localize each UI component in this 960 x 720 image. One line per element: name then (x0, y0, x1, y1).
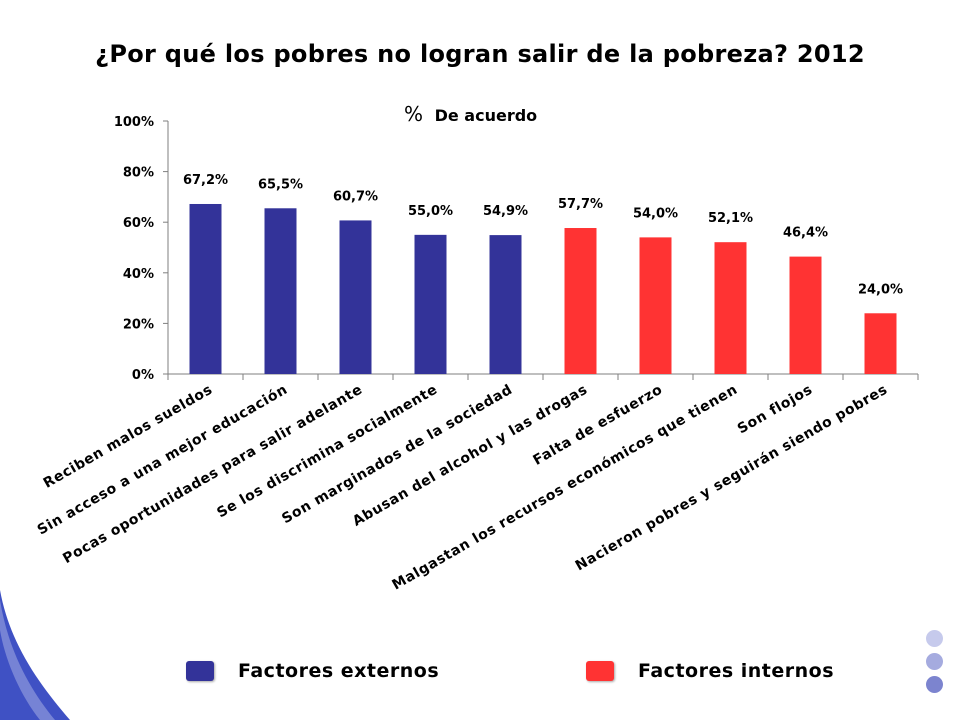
subtitle-text: De acuerdo (435, 106, 538, 125)
legend-swatch-externos (186, 661, 214, 681)
slide-navigation-dots (926, 630, 944, 699)
legend-internos: Factores internos (586, 660, 834, 682)
bar-1 (189, 203, 222, 374)
bar-5 (489, 235, 522, 374)
bar-4 (414, 234, 447, 374)
category-label-8: Malgastan los recursos económicos que ti… (390, 382, 741, 594)
legend-swatch-internos (586, 661, 614, 681)
y-tick-label: 40% (123, 267, 154, 282)
y-tick-label: 60% (123, 216, 154, 231)
bar-10 (864, 313, 897, 374)
data-label-9: 46,4% (783, 226, 828, 241)
bar-9 (789, 256, 822, 374)
y-tick-label: 20% (123, 317, 154, 332)
data-label-1: 67,2% (183, 173, 228, 188)
y-tick-label: 0% (132, 368, 154, 383)
bar-2 (264, 208, 297, 374)
data-label-8: 52,1% (708, 211, 753, 226)
legend-label-externos: Factores externos (238, 660, 440, 682)
subtitle-percent: % (404, 102, 423, 126)
nav-dot-3[interactable] (926, 676, 943, 693)
nav-dot-2[interactable] (926, 653, 943, 670)
bar-7 (639, 237, 672, 374)
category-label-7: Falta de esfuerzo (530, 382, 665, 469)
y-tick-label: 100% (114, 115, 154, 130)
data-label-5: 54,9% (483, 204, 528, 219)
corner-swoosh-decoration (0, 590, 70, 720)
data-label-10: 24,0% (858, 282, 903, 297)
data-label-4: 55,0% (408, 204, 453, 219)
category-label-3: Pocas oportunidades para salir adelante (60, 382, 365, 567)
data-label-3: 60,7% (333, 189, 378, 204)
chart-title: ¿Por qué los pobres no logran salir de l… (95, 40, 865, 68)
chart-subtitle: % De acuerdo (404, 102, 537, 126)
data-label-6: 57,7% (558, 197, 603, 212)
legend-externos: Factores externos (186, 660, 439, 682)
nav-dot-1[interactable] (926, 630, 943, 647)
bar-6 (564, 228, 597, 374)
data-label-7: 54,0% (633, 206, 678, 221)
y-tick-label: 80% (123, 166, 154, 181)
bar-3 (339, 220, 372, 374)
bar-8 (714, 242, 747, 374)
legend-label-internos: Factores internos (638, 660, 835, 682)
data-label-2: 65,5% (258, 177, 303, 192)
